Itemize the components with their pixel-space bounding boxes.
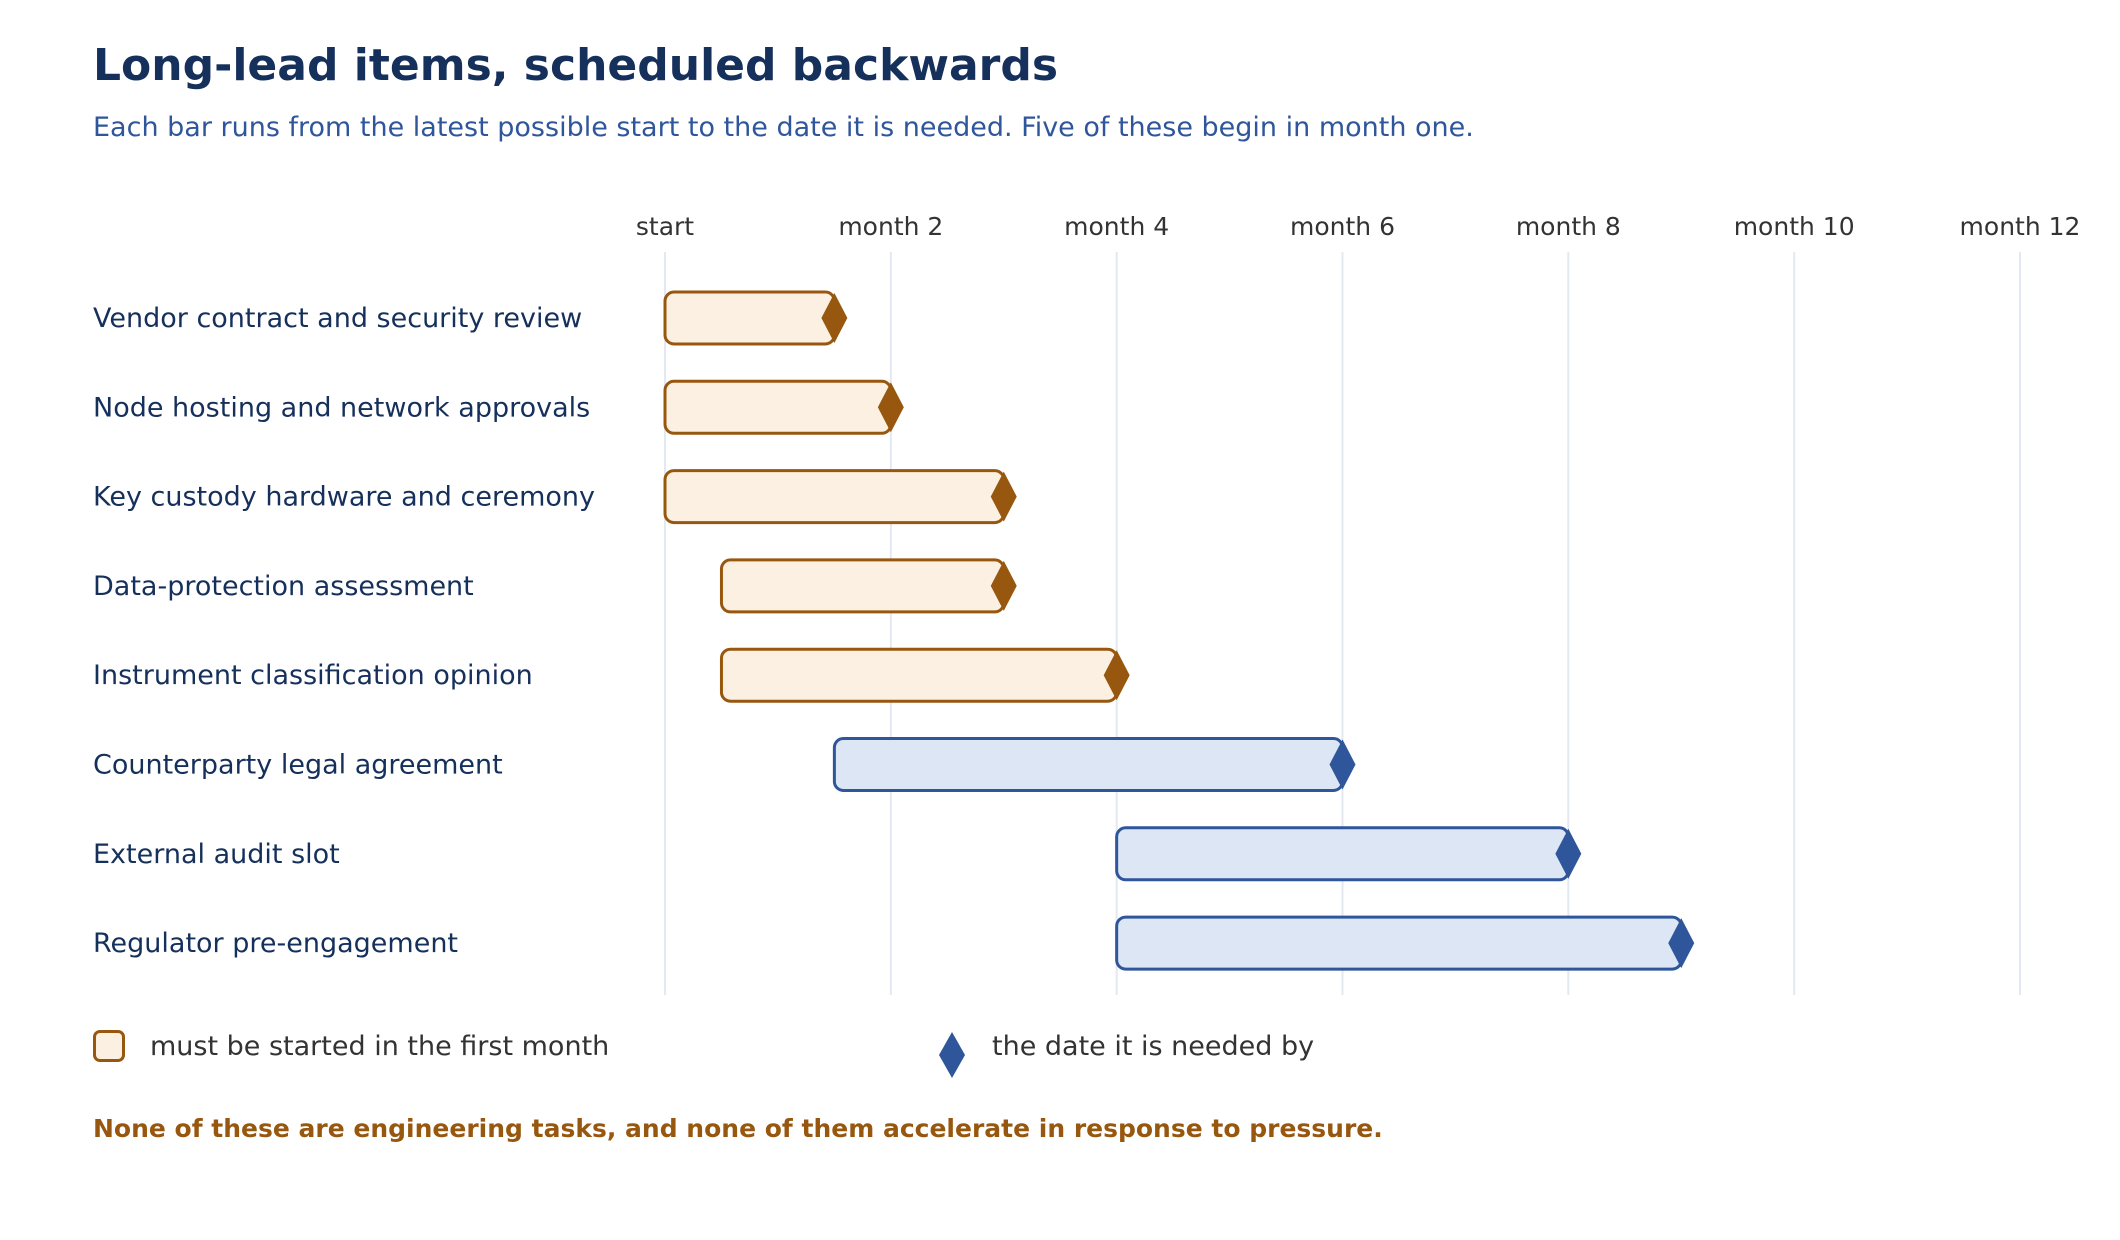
task-label: Vendor contract and security review [93,303,582,334]
task-bar [719,647,1119,703]
legend-needed-by-diamond-icon [939,1032,965,1078]
x-tick-label: month 10 [1734,212,1855,241]
task-bar [663,379,893,435]
x-tick-label: month 12 [1960,212,2081,241]
needed-by-diamond [1555,828,1582,879]
task-bar [832,737,1344,792]
task-bar [663,469,1006,525]
needed-by-diamond [877,382,904,433]
needed-by-diamond [821,293,848,343]
needed-by-diamond [1103,650,1130,701]
task-label: Regulator pre-engagement [93,928,458,959]
chart-subtitle: Each bar runs from the latest possible s… [93,112,1474,143]
legend-first-month-label: must be started in the first month [150,1031,610,1062]
grid-lines [664,252,2021,995]
x-tick-label: month 4 [1064,212,1169,241]
chart-footnote: None of these are engineering tasks, and… [93,1114,1383,1143]
x-tick-labels: start month 2 month 4 month 6 month 8 month 1… [636,212,2081,241]
x-tick-label: month 6 [1290,212,1395,241]
x-tick-label: month 2 [838,212,943,241]
task-bar [663,290,836,346]
task-label: Node hosting and network approvals [93,392,590,423]
chart-title: Long-lead items, scheduled backwards [93,40,1059,91]
task-label: Instrument classification opinion [93,660,533,691]
task-labels: Vendor contract and security review Node … [93,303,595,959]
task-bar [719,558,1006,614]
legend-first-month-swatch [93,1030,125,1062]
needed-by-diamond [1329,739,1356,790]
x-tick-label: month 8 [1516,212,1621,241]
needed-by-diamond [990,560,1017,611]
needed-by-diamond [1668,918,1695,969]
x-tick-label: start [636,212,694,241]
task-label: External audit slot [93,839,340,870]
task-label: Counterparty legal agreement [93,750,503,781]
task-label: Key custody hardware and ceremony [93,482,595,513]
task-label: Data-protection assessment [93,571,474,602]
task-bars [663,290,1695,971]
task-bar [1115,915,1683,971]
legend-needed-by-label: the date it is needed by [992,1031,1315,1062]
task-bar [1115,826,1570,882]
needed-by-diamond [990,471,1017,522]
